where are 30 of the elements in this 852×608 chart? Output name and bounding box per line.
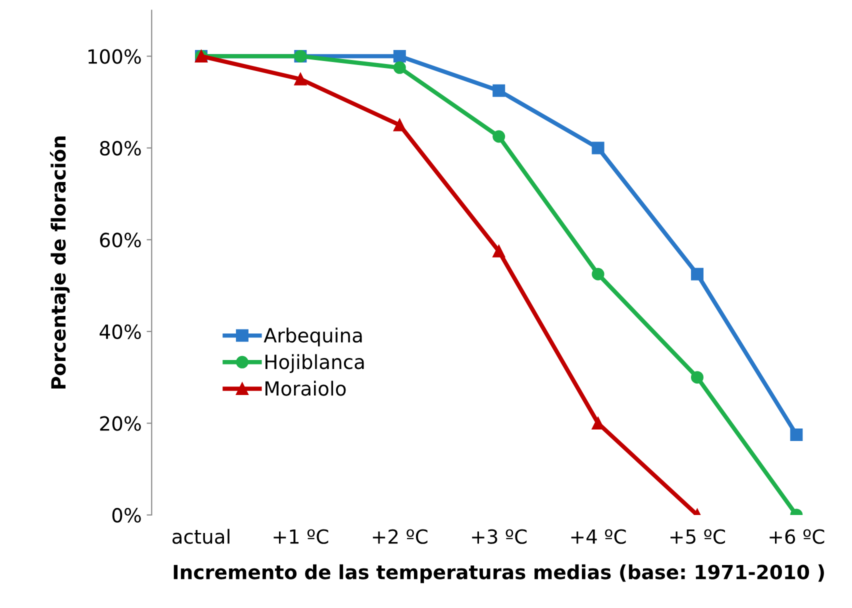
x-tick-label: +6 ºC xyxy=(770,529,824,544)
point xyxy=(592,142,604,154)
x-tick-label: +3 ºC xyxy=(472,529,527,544)
x-axis-title: Incremento de las temperaturas medias (base: 1971-2010 ) xyxy=(174,564,824,584)
y-axis-title: Porcentaje de floración xyxy=(50,136,70,388)
point xyxy=(790,428,803,441)
point xyxy=(492,84,506,97)
point xyxy=(393,118,406,132)
point xyxy=(690,268,704,280)
y-tick-label: 60% xyxy=(100,232,141,248)
y-tick-label: 40% xyxy=(100,324,141,340)
point xyxy=(690,371,704,384)
point xyxy=(592,268,604,280)
point xyxy=(393,50,406,62)
x-tick-label: +2 ºC xyxy=(372,529,428,544)
y-tick-label: 100% xyxy=(88,49,141,64)
point xyxy=(492,244,506,258)
x-tick-label: +5 ºC xyxy=(670,529,725,544)
point xyxy=(294,72,307,86)
point xyxy=(393,61,406,74)
y-tick-label: 80% xyxy=(100,140,141,156)
legend-label: Arbequina xyxy=(264,328,362,346)
y-tick-label: 20% xyxy=(100,416,141,431)
x-tick-label: +1 ºC xyxy=(274,529,328,544)
legend-label: Hojiblanca xyxy=(266,354,364,373)
x-tick-label: actual xyxy=(172,528,230,544)
point xyxy=(492,130,506,143)
y-tick-label: 0% xyxy=(112,508,141,523)
x-tick-label: +4 ºC xyxy=(571,529,626,544)
legend-label: Moraiolo xyxy=(266,380,346,396)
